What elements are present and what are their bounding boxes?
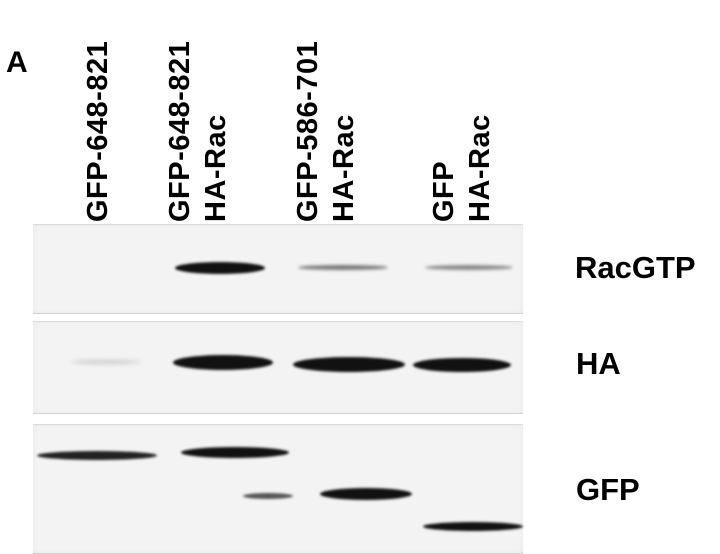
row-label-gfp: GFP — [576, 472, 640, 507]
band-gfp-lane1-upper — [37, 451, 157, 460]
lane-4-label-line1: GFP — [428, 160, 460, 222]
blot-ha — [33, 321, 523, 414]
lane-1-label: GFP-648-821 — [82, 40, 114, 222]
panel-letter: A — [6, 46, 28, 79]
band-gfp-lane4 — [423, 522, 523, 531]
band-ha-lane1-faint — [71, 360, 141, 364]
band-gfp-lane2-upper — [181, 447, 289, 458]
lane-4-label-line2: HA-Rac — [464, 114, 496, 222]
band-racgtp-lane3 — [298, 265, 388, 270]
band-ha-lane3 — [293, 357, 405, 372]
lane-3-label-line2: HA-Rac — [328, 114, 360, 222]
band-gfp-lane2-lower — [243, 493, 293, 499]
band-ha-lane4 — [413, 358, 511, 372]
blot-gfp — [33, 424, 523, 554]
lane-2-label-line2: HA-Rac — [200, 114, 232, 222]
lane-2-label-line1: GFP-648-821 — [164, 40, 196, 222]
band-racgtp-lane4 — [425, 265, 513, 270]
blot-racgtp — [33, 224, 523, 314]
row-label-racgtp: RacGTP — [575, 250, 696, 285]
band-gfp-lane3 — [320, 488, 412, 500]
band-ha-lane2 — [173, 355, 273, 370]
row-label-ha: HA — [576, 346, 621, 381]
lane-3-label-line1: GFP-586-701 — [292, 40, 324, 222]
band-racgtp-lane2 — [175, 262, 265, 274]
